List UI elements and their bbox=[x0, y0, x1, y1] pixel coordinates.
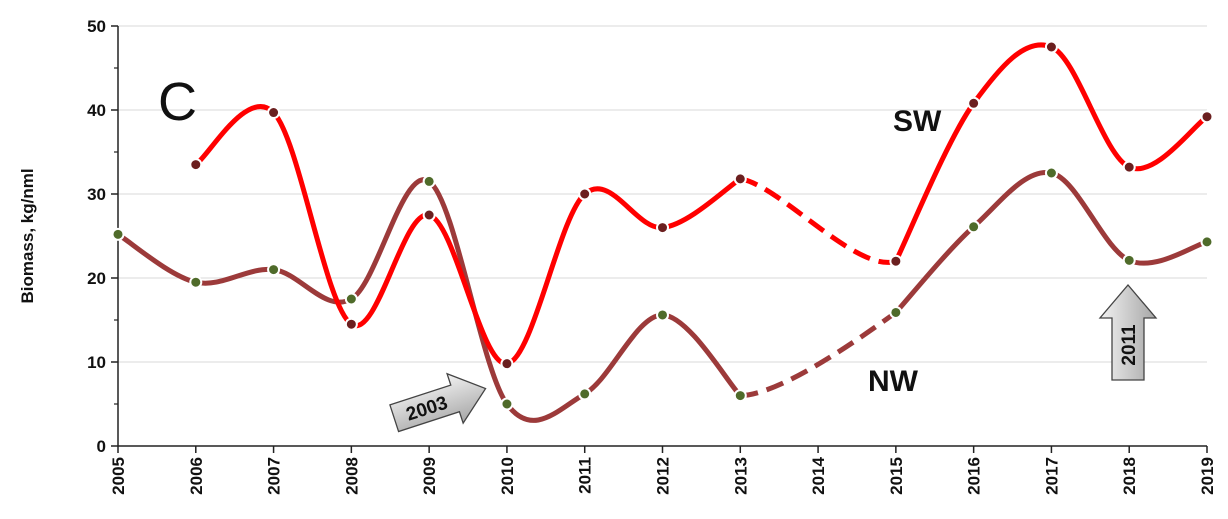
gridlines bbox=[118, 25, 1207, 363]
x-tick-label: 2017 bbox=[1042, 457, 1061, 495]
marker-sw-2006 bbox=[189, 158, 203, 172]
y-tick-label: 20 bbox=[87, 269, 106, 288]
x-tick-labels: 2005 2006 2007 2008 2009 2010 2011 2012 2013 2014… bbox=[109, 456, 1217, 494]
x-tick-label: 2009 bbox=[420, 457, 439, 495]
x-tick-label: 2019 bbox=[1198, 457, 1217, 495]
x-tick-label: 2005 bbox=[109, 457, 128, 495]
marker-sw-2019 bbox=[1200, 110, 1214, 124]
marker-nw-2011 bbox=[578, 387, 592, 401]
marker-nw-2016 bbox=[967, 220, 981, 234]
y-tick-label: 50 bbox=[87, 17, 106, 36]
x-tick-label: 2014 bbox=[809, 456, 828, 494]
marker-sw-2011 bbox=[578, 187, 592, 201]
series-dashed-sw bbox=[739, 176, 897, 265]
series-line-nw bbox=[893, 169, 1210, 315]
y-tick-label: 0 bbox=[97, 437, 106, 456]
marker-sw-2008 bbox=[344, 317, 358, 331]
marker-nw-2018 bbox=[1122, 253, 1136, 267]
marker-sw-2012 bbox=[656, 221, 669, 235]
series-line-sw bbox=[893, 42, 1210, 264]
marker-sw-2018 bbox=[1122, 160, 1136, 174]
marker-nw-2008 bbox=[344, 292, 358, 306]
marker-nw-2006 bbox=[189, 275, 203, 289]
x-tick-label: 2016 bbox=[965, 457, 984, 495]
series-label-nw: NW bbox=[868, 365, 919, 398]
y-tick-label: 10 bbox=[87, 353, 106, 372]
x-tick-label: 2015 bbox=[887, 457, 906, 495]
marker-nw-2009 bbox=[422, 174, 436, 188]
series-markers bbox=[111, 40, 1214, 411]
x-tick-label: 2012 bbox=[654, 457, 673, 495]
marker-nw-2005 bbox=[111, 227, 125, 241]
x-tick-label: 2013 bbox=[731, 457, 750, 495]
marker-nw-2015 bbox=[889, 305, 903, 319]
marker-sw-2007 bbox=[267, 106, 281, 120]
series-line-sw bbox=[193, 104, 743, 367]
marker-sw-2016 bbox=[967, 96, 981, 110]
x-tick-label: 2010 bbox=[498, 457, 517, 495]
marker-sw-2017 bbox=[1044, 40, 1058, 54]
x-tick-label: 2008 bbox=[342, 457, 361, 495]
marker-nw-2010 bbox=[500, 397, 514, 411]
y-axis-label: Biomass, kg/nml bbox=[18, 168, 37, 303]
marker-sw-2013 bbox=[733, 172, 747, 186]
axes bbox=[111, 25, 1208, 453]
marker-nw-2013 bbox=[733, 389, 747, 403]
marker-sw-2010 bbox=[500, 357, 514, 371]
x-tick-label: 2018 bbox=[1120, 457, 1139, 495]
x-tick-label: 2006 bbox=[187, 457, 206, 495]
arrow-label-2011: 2011 bbox=[1119, 324, 1140, 366]
y-tick-label: 30 bbox=[87, 185, 106, 204]
marker-sw-2015 bbox=[889, 254, 903, 268]
y-tick-label: 40 bbox=[87, 101, 106, 120]
marker-nw-2017 bbox=[1044, 166, 1058, 180]
panel-letter: C bbox=[158, 72, 197, 132]
x-tick-label: 2011 bbox=[576, 457, 595, 494]
marker-nw-2007 bbox=[267, 263, 281, 277]
marker-sw-2009 bbox=[422, 208, 436, 222]
y-tick-labels: 0 10 20 30 40 50 bbox=[87, 17, 106, 456]
series-line-nw bbox=[115, 177, 743, 423]
series-dashed-nw bbox=[740, 310, 898, 399]
arrow-2003: 2003 bbox=[389, 372, 487, 433]
marker-nw-2019 bbox=[1200, 235, 1214, 249]
series-label-sw: SW bbox=[893, 105, 942, 138]
arrow-2011: 2011 bbox=[1098, 283, 1158, 381]
x-tick-label: 2007 bbox=[265, 457, 284, 495]
marker-nw-2012 bbox=[656, 308, 669, 322]
